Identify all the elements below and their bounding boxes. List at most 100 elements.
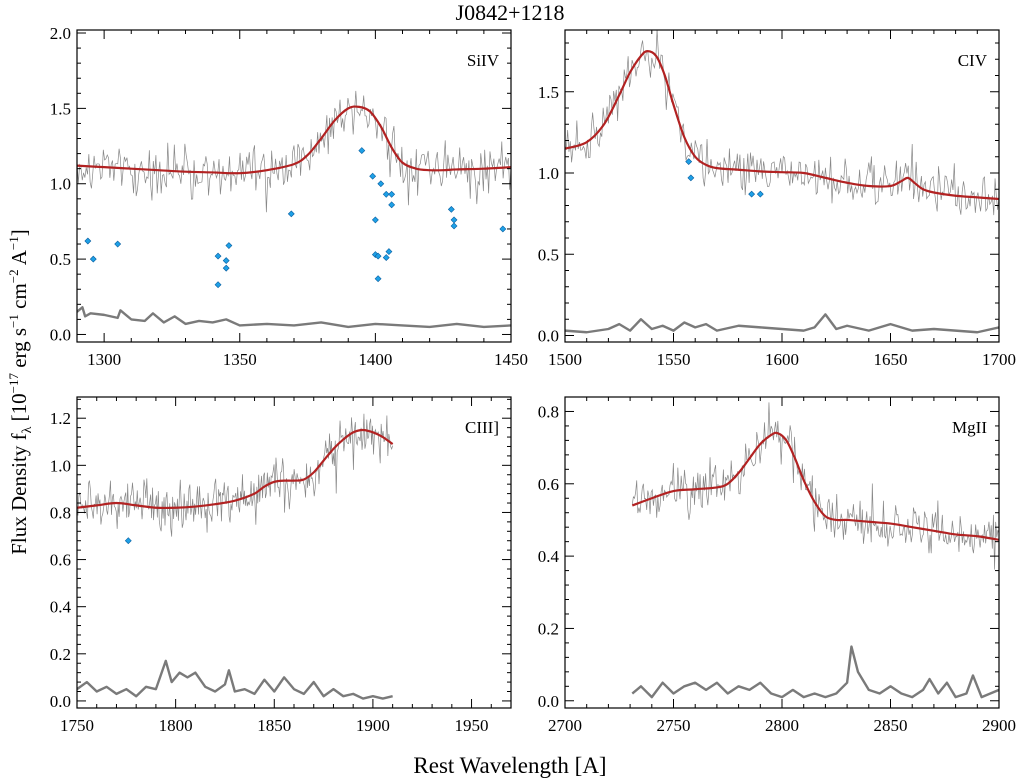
masked-point [214,252,222,260]
y-tick-label: 1.0 [50,456,71,475]
masked-point [385,248,393,255]
masked-point [222,264,230,272]
panels: 1300 1350 1400 1450 0.0 0.5 1.0 1.5 2.0 SiIV 1500 1… [50,24,1016,735]
panel-1: 1300 1350 1400 1450 0.0 0.5 1.0 1.5 2.0 SiIV [50,24,528,369]
y-axis-label-subscript: λ [20,426,35,433]
error-spectrum-line [631,645,999,699]
y-axis-label-part: cm [7,283,31,314]
y-tick-label: 1.5 [50,99,71,118]
y-axis-label-part: −2 [6,269,21,283]
y-tick-label: 0.0 [538,327,559,346]
y-tick-label: 0.4 [50,598,72,617]
error-spectrum-line [77,306,511,329]
masked-point [450,222,458,230]
y-tick-label: 0.4 [538,547,560,566]
x-tick-label: 1350 [223,350,257,369]
masked-point [687,174,695,182]
masked-point [450,216,458,224]
plot-area [77,413,394,700]
masked-point [287,210,295,218]
x-tick-label: 1300 [87,350,121,369]
x-tick-label: 1650 [874,350,908,369]
y-axis-label-units: [10−17 erg s−1 cm−2 A−1] [6,229,31,426]
y-tick-label: 0.8 [538,402,559,421]
y-axis-label-part: A [7,249,31,269]
panel-4: 2700 2750 2800 2850 2900 0.0 0.2 0.4 0.6 0.8 MgII [538,396,1016,735]
y-tick-label: 0.8 [50,503,71,522]
y-tick-label: 2.0 [50,24,71,43]
masked-point [756,190,764,198]
panel-3: 1750 1800 1850 1900 1950 0.0 0.2 0.4 0.6 0.8 1.0 1.… [50,396,512,735]
fit-line [631,431,999,541]
fit-line [77,105,511,175]
spectrum-line [77,90,511,213]
plot-area [631,402,999,699]
masked-point [214,281,222,289]
plot-area [77,90,511,329]
masked-point [377,180,385,188]
masked-point [685,158,693,166]
panel-frame [76,29,512,343]
fit-line [77,428,394,510]
masked-point [382,254,390,262]
x-tick-label: 1950 [455,716,489,735]
y-tick-label: 1.5 [538,83,559,102]
y-tick-label: 0.0 [50,692,71,711]
emission-line-label: CIII] [465,418,499,437]
plot-area [565,30,999,334]
y-tick-label: 0.2 [50,645,71,664]
x-tick-label: 1500 [548,350,582,369]
spectrum-line [631,402,999,570]
masked-point [225,242,233,249]
masked-point [371,216,379,224]
x-tick-label: 2800 [765,716,799,735]
x-tick-label: 1800 [159,716,193,735]
emission-line-label: CIV [958,51,988,70]
x-tick-label: 1400 [358,350,392,369]
emission-line-label: MgII [952,418,987,437]
masked-point [358,147,366,155]
y-axis-label-part: −1 [6,314,21,328]
x-tick-label: 1700 [982,350,1016,369]
x-tick-label: 2850 [874,716,908,735]
spectrum-line [565,30,999,216]
masked-point [447,205,455,213]
error-spectrum-line [565,313,999,334]
x-tick-label: 1450 [494,350,528,369]
masked-point [748,190,756,198]
spectrum-line [77,413,393,537]
masked-point [114,240,122,248]
y-tick-label: 1.0 [50,175,71,194]
y-axis-label-part: [10 [7,393,31,426]
y-tick-label: 0.2 [538,619,559,638]
y-axis-label-part: ] [7,229,31,236]
masked-point [369,172,377,180]
y-tick-label: 0.5 [538,245,559,264]
masked-point [388,201,396,209]
masked-point [84,237,92,245]
masked-point [374,275,382,283]
x-tick-label: 2750 [657,716,691,735]
x-tick-label: 1750 [60,716,94,735]
x-tick-label: 1550 [657,350,691,369]
y-tick-label: 1.0 [538,164,559,183]
y-axis-label-part: −1 [6,236,21,250]
y-tick-label: 1.2 [50,409,71,428]
y-tick-label: 0.6 [538,475,559,494]
masked-point [124,537,132,545]
y-axis-label: Flux Density fλ [10−17 erg s−1 cm−2 A−1] [6,229,35,555]
error-spectrum-line [77,659,393,700]
masked-point [388,190,396,198]
y-tick-label: 0.6 [50,551,71,570]
y-tick-label: 0.0 [538,692,559,711]
emission-line-label: SiIV [467,51,500,70]
panel-2: 1500 1550 1600 1650 1700 0.0 0.5 1.0 1.5 CIV [538,29,1016,369]
x-axis-label: Rest Wavelength [A] [413,753,606,778]
masked-point [499,225,507,233]
x-tick-label: 2700 [548,716,582,735]
fit-line [565,50,999,201]
masked-point [382,190,390,198]
panel-frame [76,396,512,709]
y-axis-label-part: erg s [7,328,31,373]
